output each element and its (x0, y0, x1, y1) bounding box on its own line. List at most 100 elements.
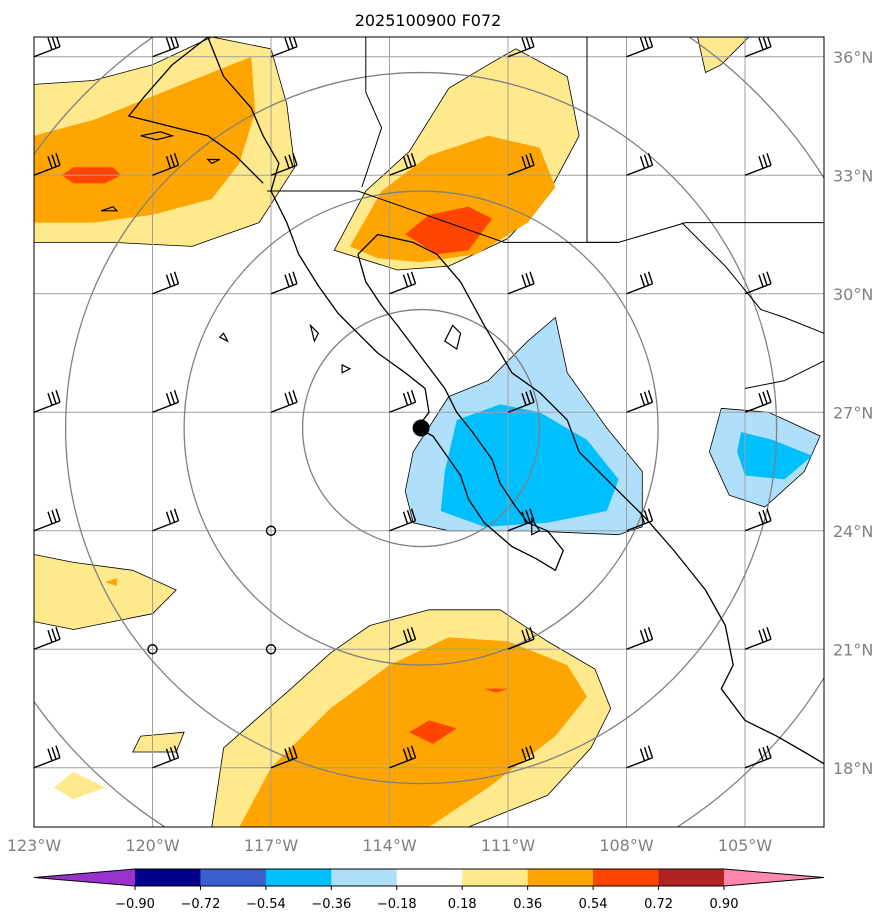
colorbar-tick-label-3: −0.36 (311, 897, 351, 912)
wind-barb-tick (521, 393, 527, 406)
colorbar-tick-label-2: −0.54 (246, 897, 286, 912)
positive-contour-northeast-arizona-2 (405, 206, 493, 255)
wind-barb-tick (643, 510, 650, 523)
wind-barb-tick (169, 154, 176, 167)
wind-barb-tick (643, 391, 650, 404)
latitude-label-2: 30°N (833, 285, 873, 304)
contour-fills (34, 37, 821, 827)
wind-barb-tick (639, 748, 646, 761)
wind-barb-tick (643, 747, 650, 760)
longitude-label-5: 108°W (599, 836, 654, 855)
wind-barb-tick (647, 153, 654, 166)
wind-barb-staff (34, 520, 61, 532)
wind-barb-tick (529, 153, 535, 166)
colorbar-segment-4 (396, 869, 463, 886)
center-marker-group (412, 419, 430, 437)
wind-barb-tick (406, 747, 413, 760)
colorbar-tick-label-1: −0.72 (181, 897, 221, 912)
colorbar-segment-7 (593, 869, 660, 886)
wind-barb-staff (34, 164, 61, 176)
gridlines (34, 37, 824, 827)
wind-barb-tick (766, 390, 772, 403)
wind-barb-tick (173, 153, 180, 166)
wind-barb-tick (644, 37, 650, 49)
map-frame (33, 36, 825, 828)
wind-barb-staff (270, 283, 298, 295)
wind-barb-tick (47, 511, 53, 524)
wind-barb-staff (744, 401, 772, 413)
wind-barb-staff (744, 757, 772, 769)
positive-contour-south-2 (409, 720, 457, 744)
wind-barb-staff (389, 283, 416, 295)
wind-barb-tick (288, 747, 294, 760)
wind-barb-34 (507, 627, 535, 650)
wind-barb-tick (169, 510, 176, 523)
wind-barb-tick (758, 630, 764, 643)
wind-barb-staff (34, 401, 61, 413)
wind-barb-staff (389, 638, 416, 650)
wind-barb-tick (55, 627, 61, 640)
wind-barb-tick (529, 508, 535, 521)
latitude-label-0: 36°N (833, 48, 873, 67)
wind-barb-42 (626, 745, 654, 769)
wind-barb-staff (152, 757, 179, 769)
wind-barb-tick (762, 391, 768, 404)
colorbar-segment-3 (331, 869, 398, 886)
colorbar-tick-label-5: 0.18 (448, 897, 477, 912)
wind-barb-tick (402, 630, 409, 643)
wind-barb-staff (626, 401, 653, 413)
wind-barb-staff (507, 757, 535, 769)
wind-barb-22 (389, 390, 417, 413)
wind-barb-staff (389, 757, 416, 769)
wind-barb-tick (766, 627, 772, 640)
wind-barb-tick (758, 274, 764, 287)
wind-barb-staff (389, 520, 416, 532)
wind-barb-tick (55, 153, 61, 166)
wind-barb-tick (165, 156, 172, 169)
wind-barb-tick (647, 627, 654, 640)
wind-barb-tick (173, 745, 180, 758)
wind-barb-tick (292, 271, 298, 284)
wind-barb-tick (165, 393, 172, 406)
wind-barb-14 (270, 271, 298, 295)
latitude-tick-labels: 36°N 33°N 30°N 27°N 24°N 21°N 18°N (833, 48, 873, 778)
wind-barb-tick (529, 390, 535, 403)
wind-barb-tick (402, 748, 409, 761)
colorbar-tick-label-8: 0.72 (644, 897, 673, 912)
longitude-label-6: 105°W (718, 836, 773, 855)
wind-barbs (34, 37, 772, 769)
island-2 (218, 332, 229, 343)
wind-barb-tick (47, 393, 53, 406)
wind-barb-staff (34, 46, 61, 58)
latitude-label-1: 33°N (833, 166, 873, 185)
wind-barb-35 (626, 627, 654, 650)
wind-barb-tick (288, 391, 294, 404)
wind-barb-staff (270, 46, 298, 58)
wind-barb-tick (288, 37, 294, 49)
wind-barb-staff (507, 46, 535, 58)
wind-barb-tick (284, 393, 290, 406)
wind-barb-staff (34, 757, 61, 769)
coastline-2 (128, 37, 264, 184)
wind-barb-staff (626, 46, 653, 58)
wind-barb-29 (507, 508, 535, 532)
wind-barb-tick (762, 510, 768, 523)
wind-barb-5 (626, 37, 654, 58)
longitude-label-1: 120°W (125, 836, 180, 855)
wind-barb-tick (758, 393, 764, 406)
wind-barb-tick (173, 390, 180, 403)
wind-barb-tick (521, 37, 527, 50)
wind-barb-tick (410, 153, 417, 166)
wind-barb-staff (507, 638, 535, 650)
latitude-label-5: 21°N (833, 640, 873, 659)
wind-barb-tick (410, 627, 417, 640)
wind-barb-tick (410, 745, 417, 758)
wind-barb-tick (165, 511, 172, 524)
wind-barb-tick (639, 156, 646, 169)
wind-barb-tick (402, 393, 409, 406)
wind-barb-tick (55, 508, 61, 521)
wind-barb-staff (744, 283, 772, 295)
island-3 (341, 363, 352, 374)
chart-title: 2025100900 F072 (355, 11, 502, 30)
